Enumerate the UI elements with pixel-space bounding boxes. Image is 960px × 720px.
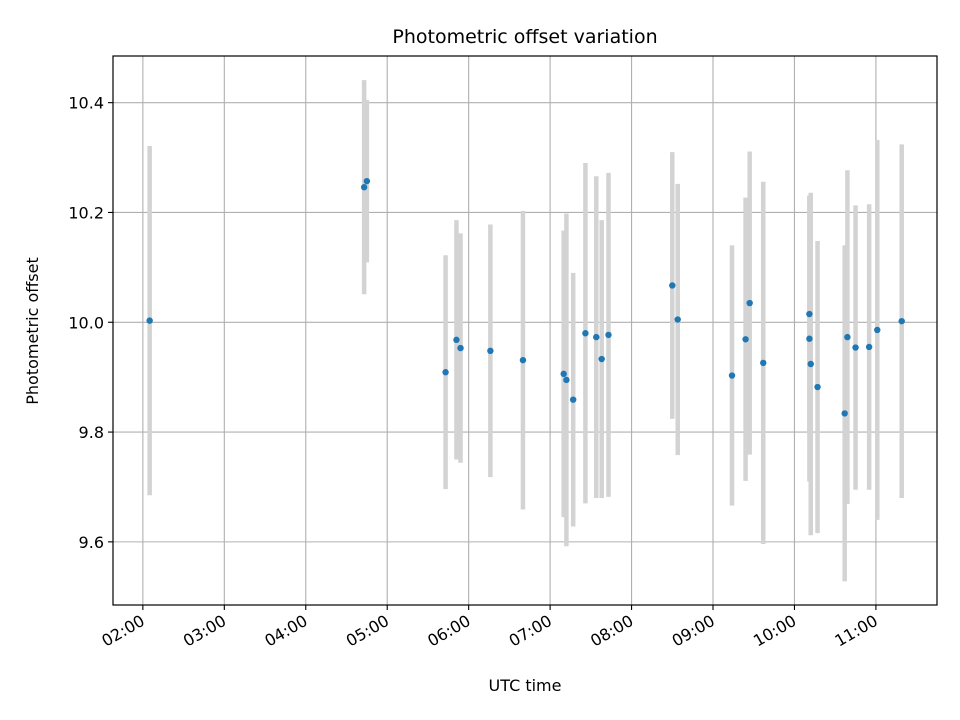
data-point [605, 331, 612, 339]
y-axis-label: Photometric offset [23, 257, 42, 405]
data-point [807, 360, 814, 368]
data-point [844, 333, 851, 341]
data-point [363, 177, 371, 185]
data-points [146, 177, 905, 417]
data-point [457, 344, 464, 352]
data-point [760, 359, 767, 367]
y-tick-label: 9.6 [79, 533, 104, 552]
y-tick-label: 9.8 [79, 423, 104, 442]
x-axis-label: UTC time [489, 676, 562, 695]
data-point [360, 184, 368, 191]
data-point [841, 410, 848, 417]
data-point [898, 317, 905, 325]
data-point [728, 372, 736, 379]
data-point [487, 347, 494, 355]
data-point [806, 310, 813, 318]
data-point [746, 299, 753, 307]
y-tick-label: 10.4 [68, 94, 104, 113]
data-point [598, 355, 605, 363]
data-point [865, 343, 873, 351]
y-axis-ticks: 9.6 9.8 10.0 10.2 10.4 [68, 94, 113, 552]
data-point [582, 330, 589, 337]
data-point [593, 333, 600, 341]
y-tick-label: 10.0 [68, 313, 104, 332]
data-point [146, 317, 153, 324]
data-point [563, 376, 570, 384]
data-point [874, 326, 881, 334]
data-point [453, 336, 460, 344]
data-point [674, 316, 681, 323]
data-point [742, 336, 749, 343]
data-point [669, 282, 676, 289]
data-point [442, 369, 449, 376]
chart-title: Photometric offset variation [392, 26, 657, 48]
data-point [814, 383, 821, 391]
y-tick-label: 10.2 [68, 203, 104, 222]
data-point [806, 335, 813, 342]
data-point [569, 396, 577, 403]
data-point [519, 356, 527, 364]
data-point [852, 344, 859, 351]
axes-frame [112, 55, 938, 606]
data-point [560, 370, 567, 378]
